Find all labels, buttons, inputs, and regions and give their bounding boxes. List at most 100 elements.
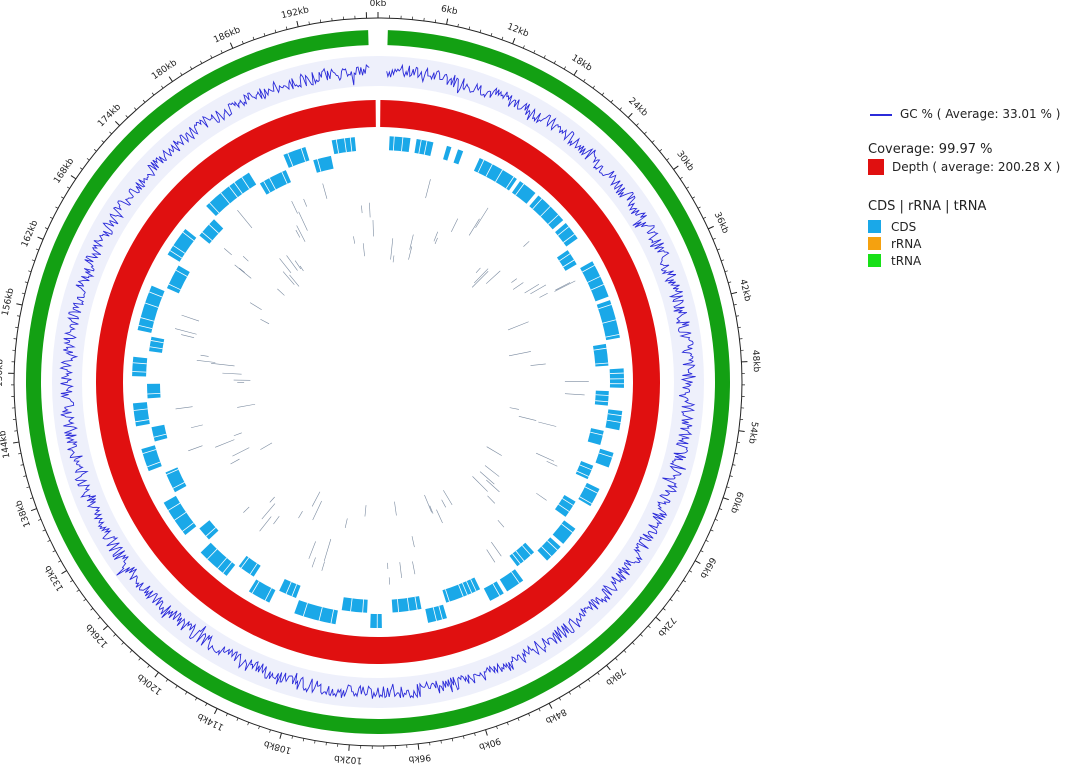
cds-block	[141, 445, 162, 472]
cds-boundary	[584, 486, 598, 494]
tick-label: 120kb	[136, 671, 165, 696]
cds-block	[605, 409, 623, 431]
cds-boundary	[466, 581, 473, 594]
tick-label: 30kb	[674, 149, 695, 173]
minor-tick	[47, 539, 51, 542]
major-tick	[708, 225, 714, 230]
major-tick	[37, 236, 44, 240]
cds-boundary	[166, 469, 179, 475]
minor-tick	[632, 642, 635, 645]
minor-tick	[703, 216, 707, 219]
cds-boundary	[576, 470, 589, 477]
minor-tick	[302, 738, 305, 742]
cds-boundary	[511, 571, 520, 584]
cds-boundary	[492, 583, 501, 596]
inner-feature-mark	[243, 506, 250, 513]
inner-feature-mark	[554, 280, 576, 292]
cds-block	[147, 383, 161, 399]
cds-boundary	[512, 553, 521, 565]
cds-boundary	[598, 452, 613, 458]
cds-boundary	[251, 581, 260, 594]
cds-boundary	[579, 464, 592, 471]
minor-tick	[666, 158, 670, 161]
minor-tick	[86, 158, 90, 161]
minor-tick	[700, 550, 704, 553]
inner-feature-mark	[311, 491, 321, 507]
inner-feature-mark	[260, 442, 273, 450]
minor-tick	[583, 78, 586, 82]
cds-boundary	[222, 561, 233, 574]
inner-feature-mark	[536, 452, 555, 462]
inner-feature-mark	[508, 351, 531, 357]
depth-legend-label: Depth ( average: 200.28 X )	[892, 160, 1061, 174]
cds-boundary	[557, 226, 569, 236]
depth-legend-row: Depth ( average: 200.28 X )	[868, 157, 1078, 177]
major-tick	[731, 291, 738, 295]
tick-label: 0kb	[370, 0, 387, 9]
minor-tick	[21, 292, 25, 295]
minor-tick	[496, 726, 498, 730]
cds-block	[165, 467, 187, 493]
minor-tick	[689, 570, 693, 573]
inner-feature-mark	[369, 202, 371, 218]
cds-boundary	[205, 527, 216, 537]
cds-boundary	[330, 609, 334, 624]
cds-boundary	[201, 231, 213, 241]
cds-boundary	[515, 183, 525, 196]
inner-feature-mark	[424, 494, 432, 513]
inner-feature-mark	[261, 503, 276, 520]
minor-tick	[252, 36, 255, 40]
minor-tick	[274, 29, 277, 33]
inner-feature-mark	[234, 264, 252, 279]
minor-tick	[147, 665, 150, 668]
minor-tick	[517, 717, 520, 721]
inner-feature-mark	[289, 274, 300, 287]
cds-boundary	[150, 340, 164, 344]
cds-block	[554, 494, 576, 517]
inner-feature-mark	[181, 314, 200, 322]
minor-tick	[501, 36, 504, 40]
minor-tick	[16, 315, 21, 317]
inner-feature-mark	[215, 439, 235, 448]
minor-tick	[308, 21, 310, 25]
minor-tick	[679, 176, 683, 180]
inner-feature-mark	[312, 500, 322, 521]
cds-boundary	[135, 419, 150, 423]
cds-boundary	[220, 192, 231, 204]
cds-block	[596, 300, 620, 341]
coverage-label: Coverage: 99.97 %	[868, 142, 993, 157]
minor-tick	[463, 735, 465, 739]
tick-label: 180kb	[150, 58, 179, 82]
cds-block	[499, 569, 524, 592]
minor-tick	[686, 186, 690, 189]
cds-boundary	[595, 400, 609, 403]
major-tick	[70, 175, 77, 180]
minor-tick	[558, 697, 561, 701]
minor-tick	[597, 672, 600, 675]
minor-tick	[79, 167, 83, 170]
minor-tick	[225, 713, 228, 717]
inner-feature-mark	[486, 446, 502, 456]
inner-feature-mark	[429, 505, 434, 514]
trna-swatch	[868, 254, 881, 267]
minor-tick	[659, 149, 663, 152]
cds-block	[132, 402, 150, 427]
tick-label: 6kb	[440, 4, 459, 17]
minor-tick	[151, 92, 155, 96]
major-tick	[417, 743, 420, 750]
cds-block	[511, 181, 536, 204]
inner-feature-mark	[223, 248, 232, 256]
minor-tick	[205, 703, 208, 707]
inner-feature-mark	[211, 362, 235, 367]
rrna-swatch	[868, 237, 881, 250]
minor-tick	[35, 248, 39, 251]
inner-feature-mark	[190, 424, 203, 429]
inner-feature-mark	[279, 258, 292, 273]
cds-boundary	[132, 362, 147, 365]
cds-boundary	[169, 250, 183, 259]
minor-tick	[93, 149, 97, 152]
cds-block	[483, 581, 504, 601]
inner-feature-mark	[295, 229, 301, 238]
cds-boundary	[418, 139, 422, 154]
cds-boundary	[401, 137, 404, 152]
